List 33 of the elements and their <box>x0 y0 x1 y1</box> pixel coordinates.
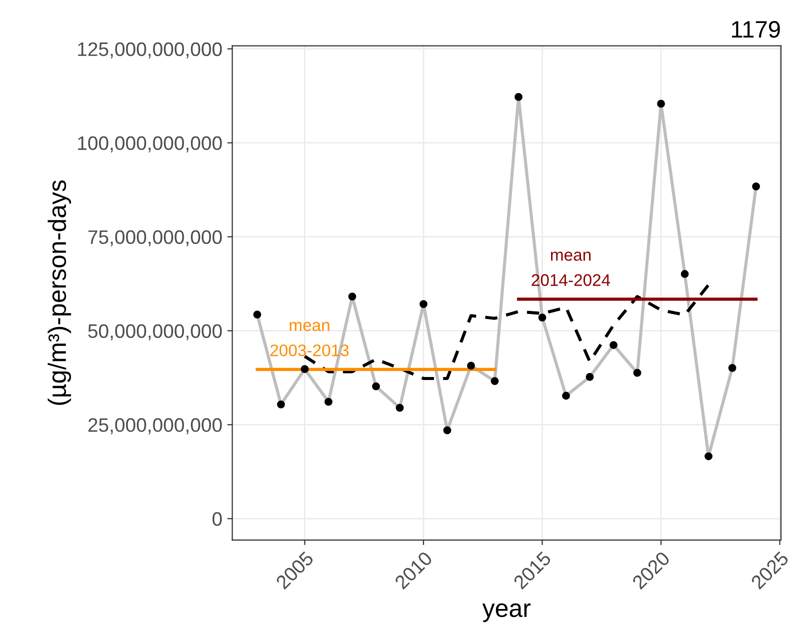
y-tick-label: 125,000,000,000 <box>78 42 222 58</box>
point <box>562 392 570 400</box>
y-tick-label: 50,000,000,000 <box>88 324 222 340</box>
point <box>610 341 618 349</box>
y-axis-title: (µg/m³)-person-days <box>48 180 72 405</box>
point <box>538 314 546 322</box>
point <box>633 368 642 377</box>
x-axis-title: year <box>482 603 531 622</box>
point <box>253 310 262 319</box>
point <box>490 377 499 386</box>
point <box>443 426 452 434</box>
point <box>586 373 594 381</box>
point <box>514 93 522 101</box>
y-tick-label: 25,000,000,000 <box>88 418 222 434</box>
point <box>680 270 689 278</box>
point <box>324 398 332 406</box>
y-tick-label: 100,000,000,000 <box>78 136 222 152</box>
point <box>396 404 404 412</box>
annotation: mean 2014-2024 <box>532 252 610 286</box>
point <box>752 182 760 190</box>
y-tick-label: 75,000,000,000 <box>88 230 222 246</box>
point <box>300 365 309 374</box>
point <box>467 362 475 370</box>
point <box>657 100 665 108</box>
point <box>728 364 736 372</box>
y-tick-label: 0 <box>212 512 222 526</box>
annotation: mean 2003-2013 <box>270 322 349 356</box>
chart-title: 1179 <box>732 21 780 38</box>
point <box>372 382 380 390</box>
point <box>348 292 356 300</box>
point <box>277 400 285 408</box>
point <box>704 452 712 460</box>
point <box>420 300 428 308</box>
